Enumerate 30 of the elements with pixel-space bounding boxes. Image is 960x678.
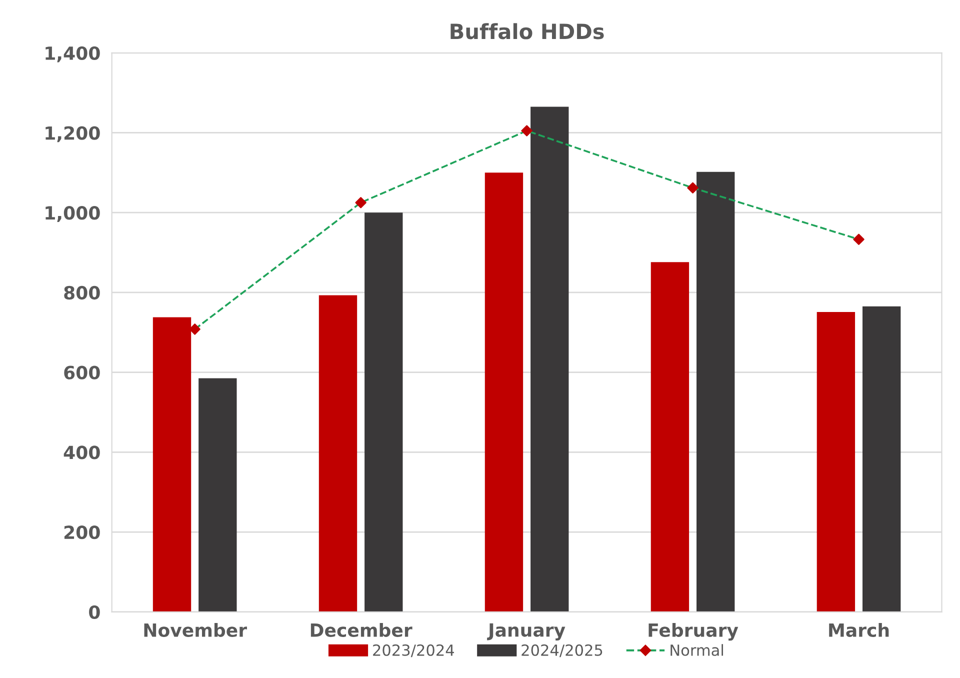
bar bbox=[364, 212, 403, 612]
y-tick-label: 800 bbox=[64, 286, 100, 300]
legend-label: 2024/2025 bbox=[522, 644, 602, 658]
y-tick-label: 1,000 bbox=[46, 206, 100, 222]
bar bbox=[484, 172, 524, 612]
x-tick-label: December bbox=[310, 623, 412, 637]
bar bbox=[696, 172, 735, 612]
bar bbox=[862, 306, 901, 612]
point bbox=[355, 197, 366, 208]
bar bbox=[650, 262, 690, 612]
x-tick-label: February bbox=[648, 623, 738, 641]
x-tick-label: March bbox=[829, 623, 889, 637]
y-tick-label: 400 bbox=[64, 446, 100, 460]
y-tick-label: 0 bbox=[89, 605, 100, 620]
y-tick-label: 600 bbox=[64, 366, 100, 380]
x-tick-label: January bbox=[487, 623, 566, 640]
legend-label: 2023/2024 bbox=[373, 644, 454, 658]
y-tick-label: 200 bbox=[64, 525, 100, 540]
bar bbox=[530, 106, 569, 612]
point bbox=[853, 234, 864, 245]
bar bbox=[198, 378, 237, 612]
y-tick-label: 1,400 bbox=[46, 46, 100, 62]
y-tick-label: 1,200 bbox=[46, 126, 100, 142]
point bbox=[687, 182, 698, 194]
chart-title: Buffalo HDDs bbox=[450, 23, 604, 40]
x-tick-label: November bbox=[144, 623, 247, 637]
bar bbox=[816, 312, 856, 612]
point bbox=[521, 125, 532, 136]
legend-label: Normal bbox=[670, 644, 723, 656]
bar bbox=[318, 295, 358, 612]
